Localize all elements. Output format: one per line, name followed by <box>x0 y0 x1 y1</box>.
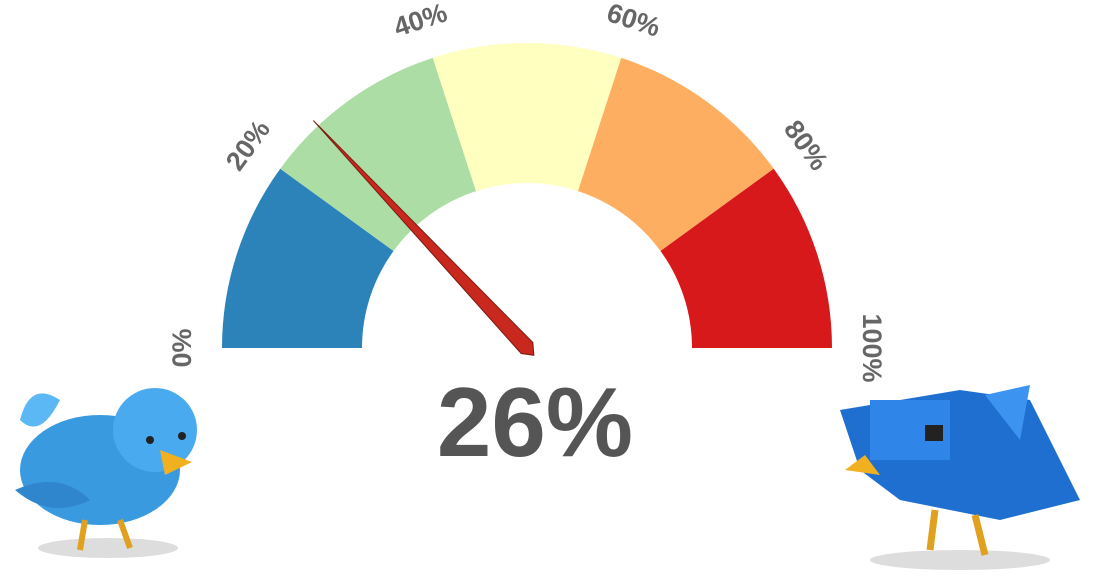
tick-label: 0% <box>167 328 197 367</box>
chart: 0% 20% 40% 60% 80% 100% 26% <box>0 0 1094 584</box>
tick-label: 80% <box>778 115 834 176</box>
value-label: 26% <box>437 367 633 477</box>
tick-label: 100% <box>857 313 887 382</box>
tick-label: 60% <box>603 0 664 43</box>
left-bird <box>15 388 197 558</box>
page: 0%20%40%60%80%100%26% (() => { const dat… <box>0 0 1094 584</box>
tick-label: 40% <box>390 0 451 43</box>
right-bird <box>840 385 1080 570</box>
tick-label: 20% <box>220 115 276 176</box>
